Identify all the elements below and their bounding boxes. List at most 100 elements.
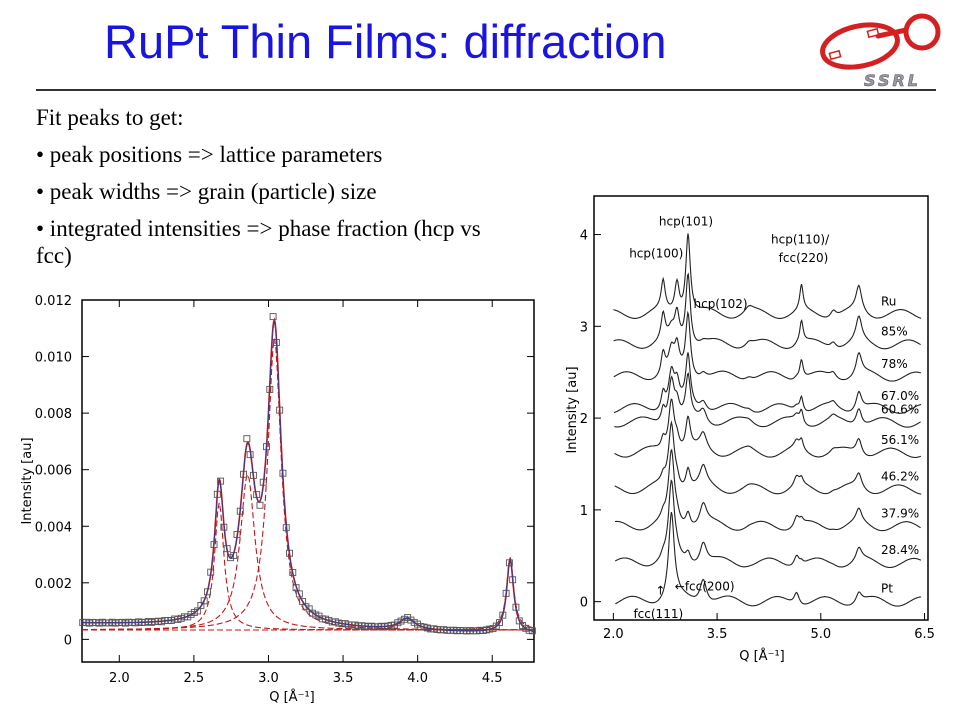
series-label: 85%	[881, 325, 908, 339]
series-label: 56.1%	[881, 433, 919, 447]
pattern-line-4	[614, 398, 922, 459]
pattern-line-0	[615, 511, 922, 607]
data-point	[223, 545, 231, 553]
data-point	[187, 610, 195, 618]
pattern-line-8	[613, 272, 921, 350]
data-point	[299, 598, 307, 606]
data-point	[292, 584, 300, 592]
data-point	[236, 507, 244, 515]
data-point	[141, 618, 149, 626]
y-tick-label: 3	[580, 320, 588, 335]
data-point	[397, 617, 405, 625]
data-point	[105, 619, 113, 627]
data-point	[253, 491, 261, 499]
page-title: RuPt Thin Films: diffraction	[104, 15, 667, 68]
logo-text: SSRL	[864, 71, 921, 90]
data-point	[167, 617, 175, 624]
component-peak-1	[82, 472, 534, 631]
data-point	[377, 622, 385, 630]
data-point	[463, 627, 471, 635]
data-point	[315, 612, 323, 620]
y-tick-label: 4	[580, 229, 588, 244]
data-point	[528, 627, 536, 635]
y-axis-label: Intensity [au]	[565, 366, 580, 453]
data-point	[450, 626, 458, 634]
data-point	[328, 618, 336, 626]
data-point	[164, 617, 172, 625]
data-point	[512, 603, 520, 611]
series-label: 78%	[881, 357, 908, 371]
data-point	[148, 618, 156, 626]
data-point	[226, 554, 234, 562]
data-point	[345, 621, 353, 629]
data-point	[220, 523, 228, 531]
data-point	[499, 611, 507, 619]
data-point	[404, 614, 412, 621]
data-point	[338, 620, 346, 628]
data-point	[515, 617, 523, 625]
component-peak-2	[82, 338, 535, 631]
data-point	[135, 618, 142, 626]
data-point	[453, 627, 461, 635]
intro-text: Fit peaks to get:	[36, 105, 184, 130]
data-point	[459, 627, 467, 635]
peak-annotation: ←fcc(200)	[675, 580, 735, 594]
data-point	[243, 435, 251, 443]
data-point	[115, 619, 123, 627]
data-point	[194, 607, 202, 615]
data-point	[437, 626, 444, 634]
data-point	[443, 626, 451, 634]
component-peak-4	[82, 556, 535, 631]
data-point	[200, 597, 208, 605]
y-tick-label: 0	[580, 596, 588, 611]
data-point	[371, 623, 379, 631]
data-point	[505, 559, 513, 567]
data-point	[446, 626, 454, 634]
data-point	[272, 339, 280, 346]
series-label: 37.9%	[881, 506, 919, 520]
series-label: 28.4%	[881, 543, 919, 557]
data-point	[384, 622, 392, 630]
data-point	[417, 623, 425, 630]
data-point	[98, 618, 106, 626]
data-point	[414, 620, 421, 628]
data-point	[430, 625, 438, 633]
x-tick-label: 2.5	[184, 671, 205, 686]
data-point	[92, 619, 100, 627]
fit-line	[82, 317, 535, 633]
data-point	[423, 624, 431, 632]
component-peak-3	[82, 618, 534, 631]
x-tick-label: 6.5	[914, 627, 935, 642]
y-tick-label: 0.006	[35, 464, 72, 479]
data-point	[112, 619, 120, 627]
pattern-line-6	[613, 352, 922, 414]
x-tick-label: 3.0	[258, 671, 279, 686]
data-point	[476, 626, 484, 634]
data-point	[295, 590, 303, 598]
data-point	[341, 620, 349, 628]
y-tick-label: 2	[580, 412, 588, 427]
data-point	[144, 618, 152, 625]
data-point	[89, 618, 97, 626]
data-point	[289, 569, 297, 576]
data-point	[181, 613, 188, 621]
bullet-peak-positions: • peak positions => lattice parameters	[36, 142, 383, 167]
data-point	[249, 471, 257, 479]
data-point	[479, 627, 487, 634]
data-point	[108, 618, 116, 626]
data-point	[230, 551, 238, 559]
pattern-line-1	[614, 479, 922, 569]
y-tick-label: 1	[580, 504, 588, 519]
peak-annotation: ↑	[655, 583, 665, 597]
data-point	[151, 618, 159, 625]
data-point	[213, 490, 221, 498]
peak-annotation: hcp(101)	[659, 214, 713, 228]
data-point	[161, 616, 169, 624]
data-point	[276, 406, 284, 414]
data-point	[525, 626, 533, 634]
pattern-line-5	[614, 372, 921, 428]
series-label: 60.6%	[881, 403, 919, 417]
bullet-peak-widths: • peak widths => grain (particle) size	[36, 179, 377, 204]
data-point	[420, 623, 428, 631]
data-point	[492, 622, 500, 630]
